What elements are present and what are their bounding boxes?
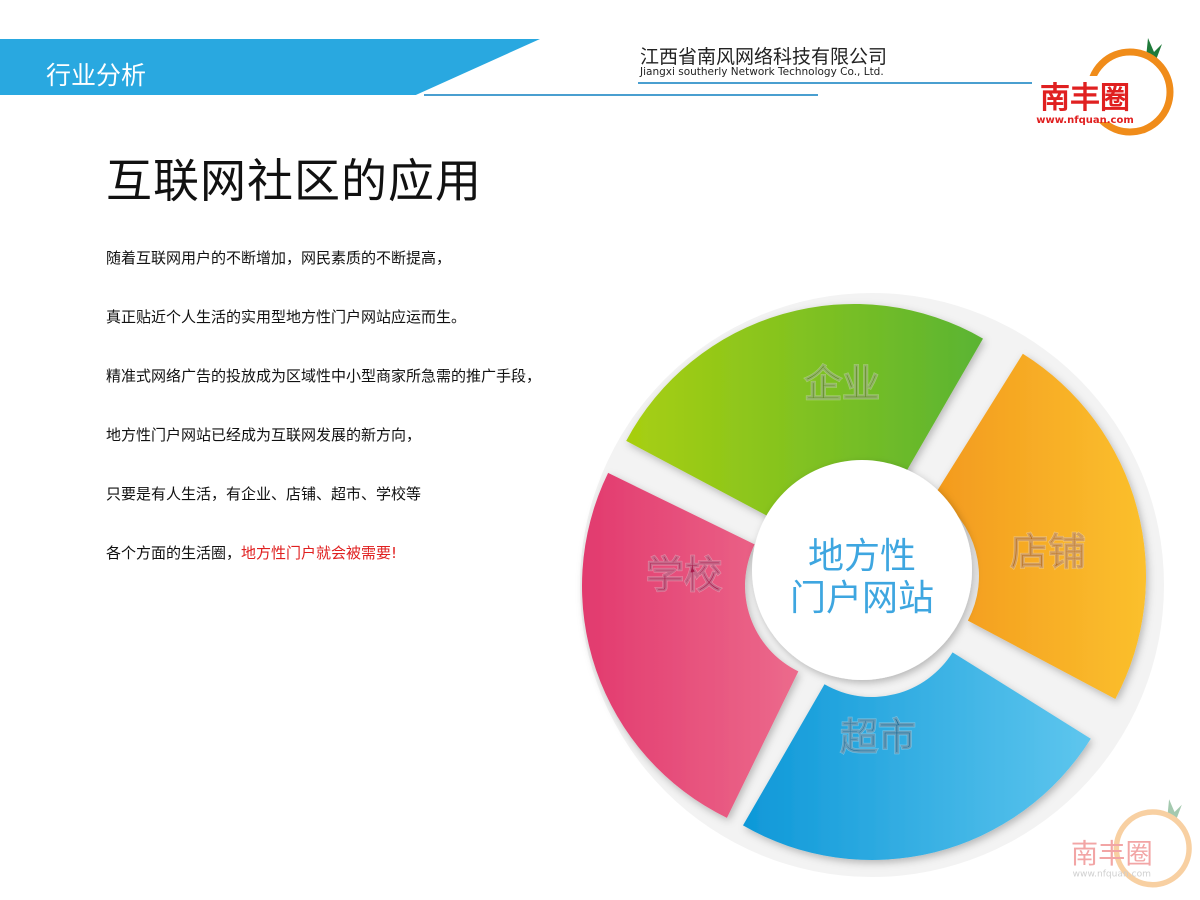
segment-学校: [582, 472, 799, 818]
paragraph: 只要是有人生活，有企业、店铺、超市、学校等: [106, 485, 422, 503]
segment-企业: [626, 304, 983, 518]
logo: 南丰圈 www.nfquan.com: [1032, 38, 1174, 136]
center-label: 门户网站: [790, 578, 934, 619]
center-label: 地方性: [808, 536, 916, 577]
highlight-text: 地方性门户就会被需要!: [241, 544, 398, 562]
section-title: 行业分析: [46, 61, 147, 90]
company-name-cn: 江西省南风网络科技有限公司: [640, 46, 888, 68]
body-text: 随着互联网用户的不断增加，网民素质的不断提高， 真正贴近个人生活的实用型地方性门…: [106, 248, 666, 602]
divider: [424, 94, 818, 96]
logo-url: www.nfquan.com: [1036, 115, 1134, 126]
segment-店铺: [934, 353, 1146, 700]
segment-label: 学校: [646, 553, 722, 597]
page-title: 互联网社区的应用: [106, 154, 482, 208]
watermark-logo: 南丰圈 www.nfquan.com: [1071, 799, 1192, 888]
svg-text:www.nfquan.com: www.nfquan.com: [1073, 870, 1152, 880]
center-circle: [752, 460, 972, 680]
paragraph: 随着互联网用户的不断增加，网民素质的不断提高，: [106, 249, 452, 267]
segment-label: 企业: [804, 362, 880, 406]
segment-label: 超市: [840, 715, 916, 759]
paragraph: 真正贴近个人生活的实用型地方性门户网站应运而生。: [106, 308, 467, 326]
paragraph: 各个方面的生活圈，地方性门户就会被需要!: [106, 544, 398, 562]
paragraph: 精准式网络广告的投放成为区域性中小型商家所急需的推广手段，: [106, 367, 542, 385]
segment-label: 店铺: [1010, 530, 1086, 574]
segment-超市: [743, 652, 1091, 860]
divider: [638, 82, 1050, 84]
company-name-en: Jiangxi southerly Network Technology Co.…: [640, 66, 884, 78]
logo-text: 南丰圈: [1040, 81, 1130, 116]
svg-text:南丰圈: 南丰圈: [1071, 839, 1153, 870]
paragraph: 地方性门户网站已经成为互联网发展的新方向，: [106, 426, 422, 444]
